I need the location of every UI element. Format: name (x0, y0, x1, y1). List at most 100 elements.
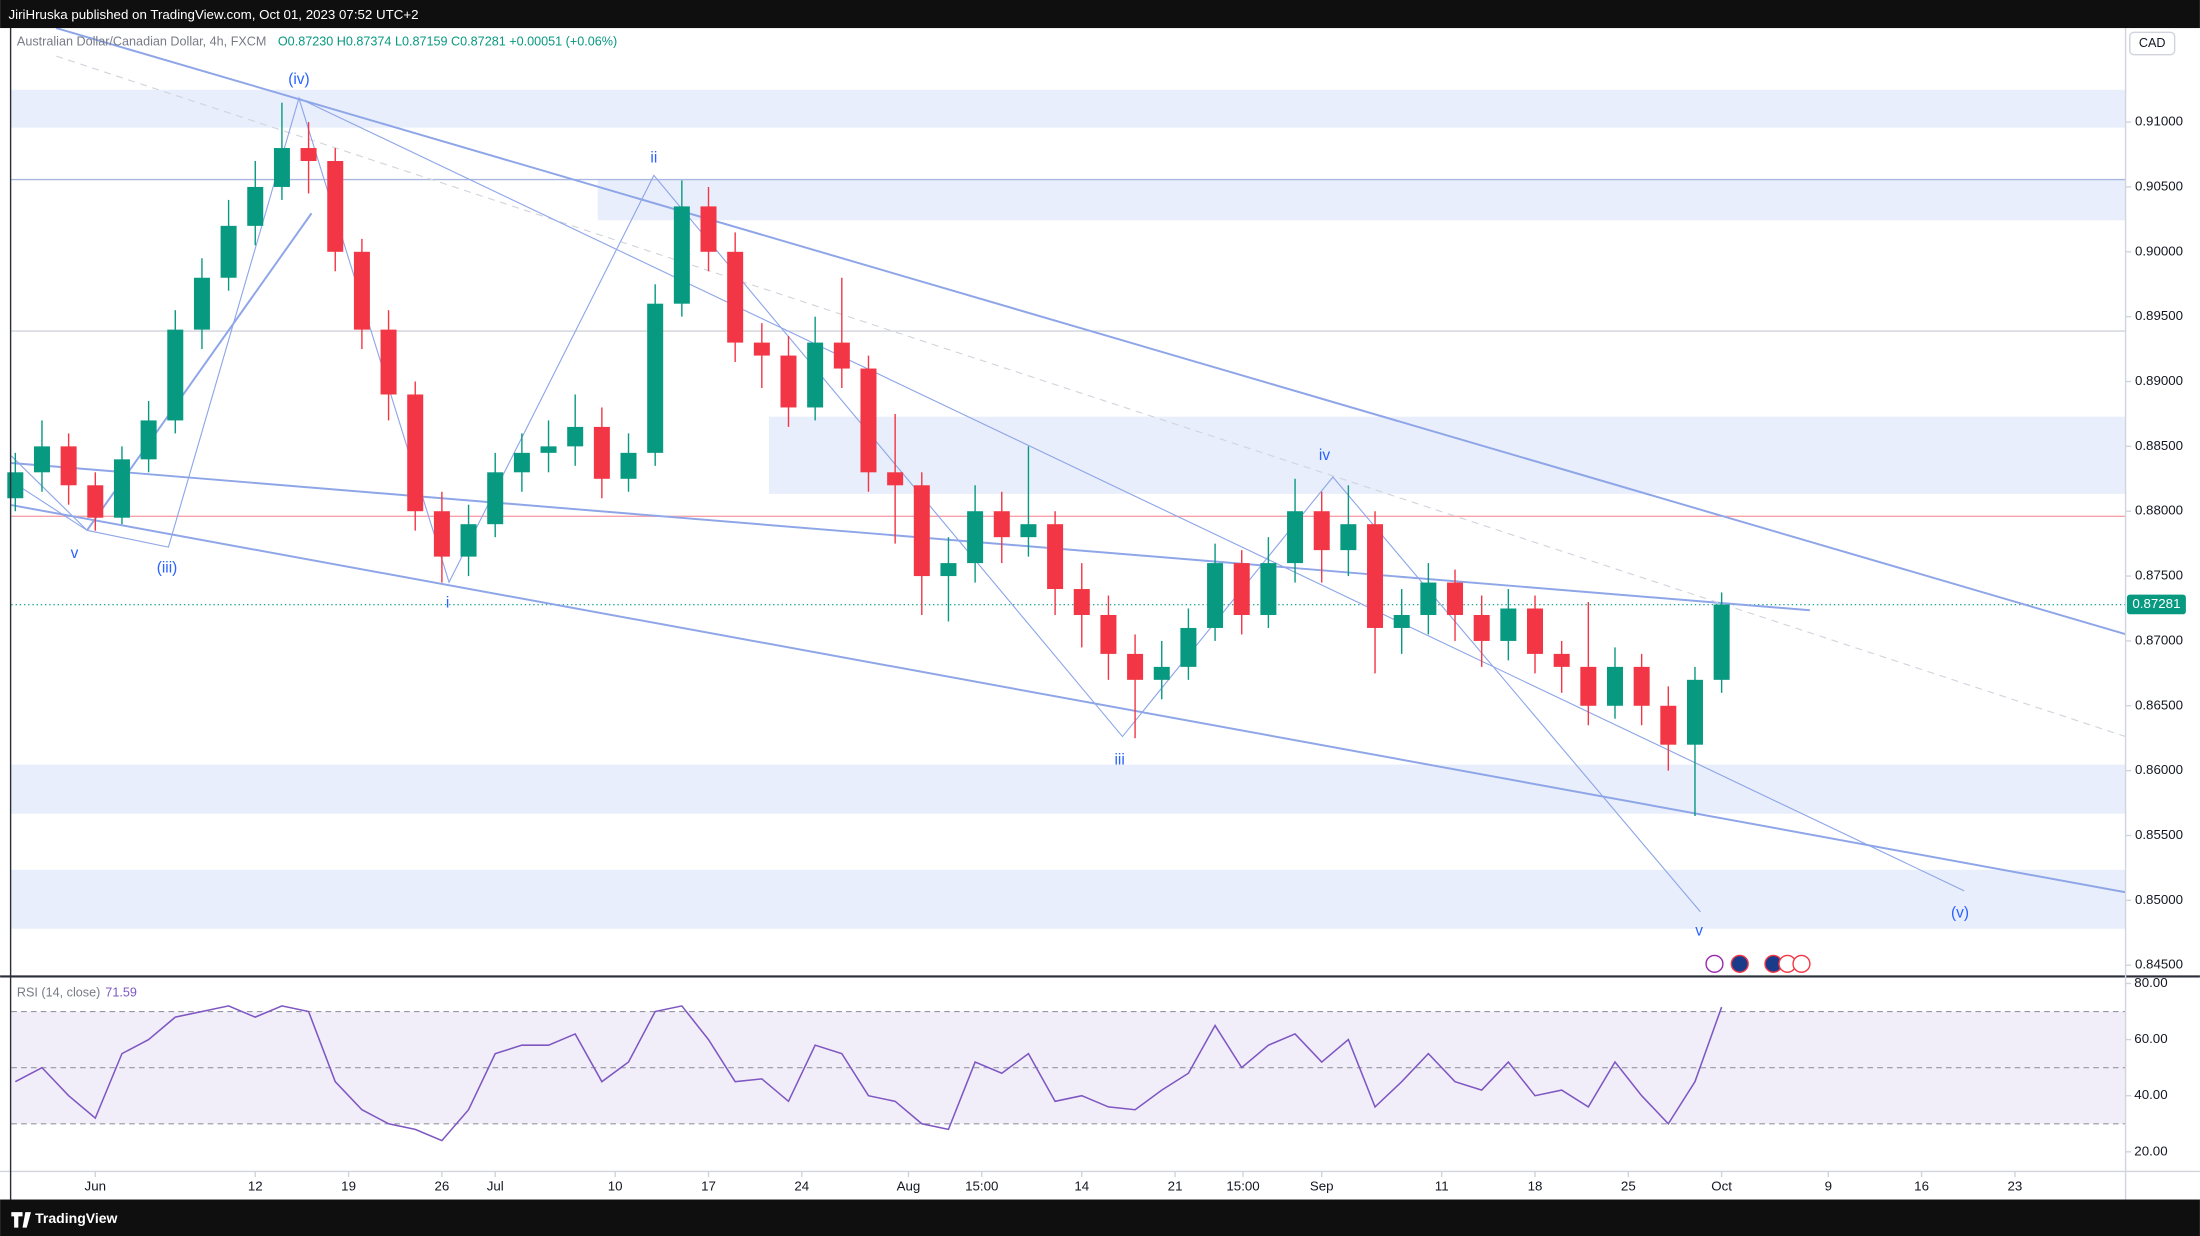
x-tick-label: 9 (1825, 1178, 1832, 1193)
candle-body (1527, 608, 1544, 654)
candle (1606, 647, 1623, 719)
currency-box[interactable] (2129, 31, 2176, 56)
candle-body (620, 452, 637, 479)
candle (833, 277, 850, 388)
candle (1393, 589, 1410, 654)
top-bar (0, 0, 2200, 29)
candle (327, 148, 344, 272)
candle-body (1686, 679, 1703, 745)
x-tick-label: 21 (1168, 1178, 1183, 1193)
candle-body (1447, 582, 1464, 615)
candle-body (460, 524, 477, 557)
y-tick-label: 0.89500 (2135, 308, 2183, 323)
candle-body (807, 342, 824, 408)
candle-body (647, 303, 664, 453)
candle (33, 420, 50, 492)
x-tick-label: 26 (434, 1178, 449, 1193)
trend-line (298, 97, 1965, 892)
candle (353, 238, 370, 350)
y-tick-label: 0.87000 (2135, 632, 2183, 647)
candle (1047, 511, 1064, 615)
candle (913, 472, 930, 615)
ohlc-legend: O0.87230 H0.87374 L0.87159 C0.87281 +0.0… (278, 34, 617, 48)
x-tick-label: Aug (897, 1178, 921, 1193)
brand[interactable]: TradingView (35, 1210, 117, 1226)
candle-body (220, 225, 237, 278)
candle-body (1313, 511, 1330, 551)
candle (593, 407, 610, 499)
candle (1287, 478, 1304, 583)
zones (11, 89, 2126, 929)
candle-body (1393, 614, 1410, 628)
candle-body (993, 511, 1010, 538)
rsi-line (14, 1005, 1723, 1142)
candle-body (300, 148, 317, 162)
trend-line (11, 461, 1810, 612)
candle (673, 180, 690, 317)
candle-body (1047, 524, 1064, 590)
candle (727, 232, 744, 363)
rsi-pane (11, 1005, 2126, 1142)
x-tick-label: 16 (1914, 1178, 1929, 1193)
candle-body (433, 511, 450, 557)
candle-body (1073, 589, 1090, 615)
candle (407, 381, 424, 531)
candle (300, 122, 317, 194)
x-tick-label: 11 (1435, 1178, 1449, 1193)
candle (753, 323, 770, 388)
trend-line (56, 55, 2126, 738)
candle-body (940, 563, 957, 577)
event-icon (1705, 954, 1724, 973)
wave-label: i (446, 594, 449, 611)
candle (567, 394, 584, 466)
candle-body (913, 485, 930, 577)
candle-body (1287, 511, 1304, 564)
y-tick-label: 0.90500 (2135, 178, 2183, 193)
logo (11, 1212, 31, 1228)
x-tick-label: 15:00 (965, 1178, 998, 1193)
candle-body (247, 186, 264, 226)
candle (887, 413, 904, 544)
currency[interactable]: CAD (2139, 36, 2166, 50)
candle-body (1420, 582, 1437, 615)
candle (220, 199, 237, 291)
candle-body (1660, 705, 1677, 745)
candle (167, 310, 184, 434)
candle-body (1260, 563, 1277, 615)
candle-body (273, 148, 290, 187)
candle-body (1500, 608, 1517, 641)
candle-body (193, 277, 210, 330)
candle (1153, 640, 1170, 700)
candle (1420, 563, 1437, 635)
candle (1367, 511, 1384, 674)
candle (1073, 563, 1090, 648)
x-tick-label: 18 (1528, 1178, 1543, 1193)
candle (700, 186, 717, 272)
candle-body (540, 446, 557, 453)
candle-body (1100, 614, 1117, 654)
event-icon (1792, 954, 1811, 973)
x-tick-label: Jul (487, 1178, 504, 1193)
x-tick-label: Sep (1310, 1178, 1334, 1193)
y-tick-label: 60.00 (2134, 1031, 2167, 1046)
candle (1527, 595, 1544, 674)
candle (1553, 640, 1570, 693)
candle-body (887, 472, 904, 486)
candle-body (860, 368, 877, 473)
candle-body (353, 251, 370, 330)
candle (1447, 569, 1464, 641)
candle (1473, 595, 1490, 667)
candles (7, 102, 1730, 817)
candle (1180, 608, 1197, 680)
candle (1340, 485, 1357, 577)
zone (11, 89, 2126, 128)
candle-body (1606, 666, 1623, 706)
x-tick-label: 24 (794, 1178, 809, 1193)
rsi-title: RSI (14, close) (17, 986, 100, 1000)
candle-body (1553, 653, 1570, 667)
wave-label: v (1695, 923, 1703, 940)
candle (1580, 602, 1597, 726)
y-tick-label: 0.86000 (2135, 762, 2183, 777)
candle (647, 284, 664, 466)
